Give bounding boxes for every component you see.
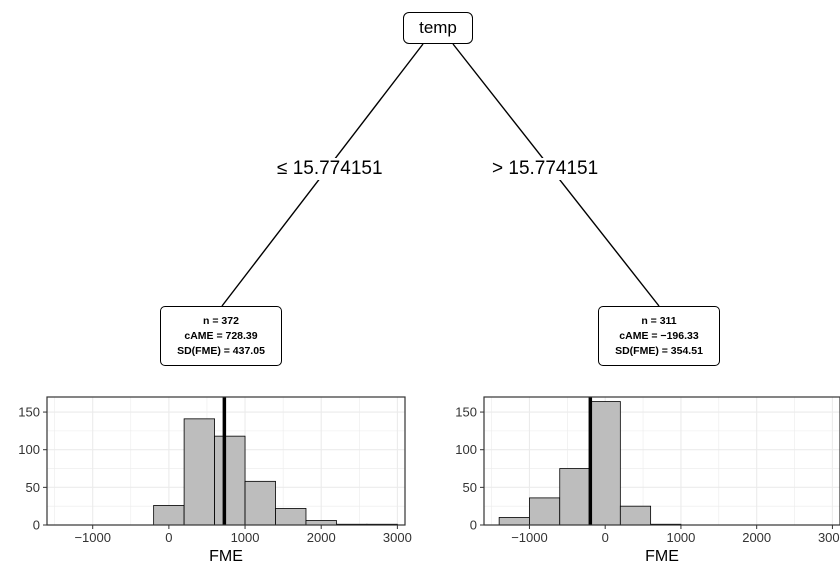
histogram-bar-3 bbox=[153, 505, 185, 526]
histogram-bar-7 bbox=[275, 508, 307, 526]
x-tick-label: 2000 bbox=[742, 530, 771, 545]
x-tick-label: 3000 bbox=[818, 530, 840, 545]
y-tick-label: 0 bbox=[33, 518, 40, 533]
y-tick-label: 50 bbox=[26, 480, 40, 495]
y-tick-label: 50 bbox=[463, 480, 477, 495]
x-tick-label: 3000 bbox=[383, 530, 412, 545]
x-tick-label: 0 bbox=[602, 530, 609, 545]
right-leaf-n: n = 311 bbox=[641, 314, 677, 327]
left-leaf-histogram: 0 50 100 150 −1000 0 1000 2000 3000 FME bbox=[18, 396, 412, 565]
left-leaf-node: n = 372 cAME = 728.39 SD(FME) = 437.05 bbox=[160, 306, 282, 366]
y-tick-label: 0 bbox=[470, 518, 477, 533]
left-leaf-came: cAME = 728.39 bbox=[184, 329, 258, 342]
x-tick-label: 1000 bbox=[231, 530, 260, 545]
right-leaf-node: n = 311 cAME = −196.33 SD(FME) = 354.51 bbox=[598, 306, 720, 366]
right-edge-label: > 15.774151 bbox=[488, 158, 603, 180]
histogram-bar-4 bbox=[619, 505, 652, 526]
y-tick-label: 150 bbox=[455, 405, 477, 420]
x-tick-label: 2000 bbox=[307, 530, 336, 545]
y-tick-label: 150 bbox=[18, 405, 40, 420]
histogram-bar-8 bbox=[305, 520, 337, 526]
histogram-bar-5 bbox=[214, 435, 246, 526]
root-split-label: temp bbox=[419, 18, 457, 37]
histogram-bar-3 bbox=[589, 401, 621, 526]
histogram-bar-6 bbox=[244, 480, 276, 526]
x-tick-label: 1000 bbox=[666, 530, 695, 545]
x-tick-label: −1000 bbox=[74, 530, 111, 545]
histogram-bar-4 bbox=[183, 418, 215, 526]
x-axis-title: FME bbox=[209, 548, 243, 565]
histogram-bar-0 bbox=[498, 517, 530, 526]
y-tick-label: 100 bbox=[18, 442, 40, 457]
y-tick-label: 100 bbox=[455, 442, 477, 457]
left-leaf-sd: SD(FME) = 437.05 bbox=[177, 344, 265, 357]
panel-border bbox=[483, 396, 840, 526]
x-tick-label: 0 bbox=[165, 530, 172, 545]
root-split-node: temp bbox=[403, 12, 473, 44]
x-tick-label: −1000 bbox=[511, 530, 548, 545]
panel-border bbox=[46, 396, 406, 526]
left-edge-label: ≤ 15.774151 bbox=[273, 158, 387, 180]
right-leaf-histogram: 0 50 100 150 −1000 0 1000 2000 3000 FME bbox=[455, 396, 840, 565]
histogram-bar-2 bbox=[559, 468, 591, 526]
right-leaf-came: cAME = −196.33 bbox=[619, 329, 699, 342]
left-leaf-n: n = 372 bbox=[203, 314, 239, 327]
histogram-bar-1 bbox=[529, 497, 561, 526]
right-leaf-sd: SD(FME) = 354.51 bbox=[615, 344, 703, 357]
x-axis-title: FME bbox=[645, 548, 679, 565]
